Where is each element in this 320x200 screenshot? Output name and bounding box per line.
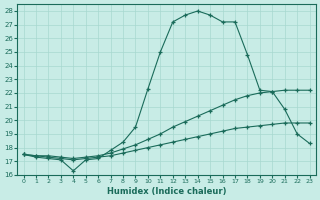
X-axis label: Humidex (Indice chaleur): Humidex (Indice chaleur) <box>107 187 226 196</box>
